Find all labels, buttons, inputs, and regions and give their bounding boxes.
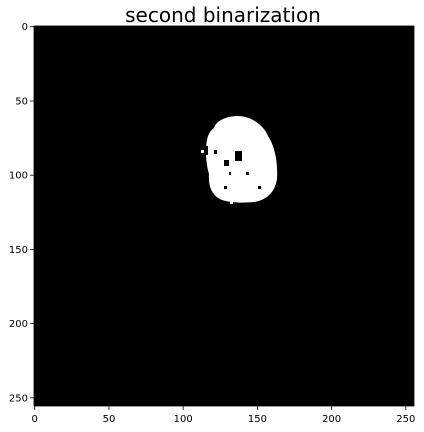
hole <box>214 150 217 154</box>
x-tick-label: 150 <box>248 414 267 425</box>
y-tick-label: 50 <box>15 96 28 107</box>
x-tick-label: 250 <box>396 414 415 425</box>
axes-frame <box>33 25 415 407</box>
hole <box>235 151 242 161</box>
binary-blob <box>201 116 278 204</box>
hole <box>224 186 227 189</box>
hole <box>203 146 208 155</box>
speck <box>201 150 204 153</box>
x-tick-label: 50 <box>103 414 116 425</box>
y-tick-label: 0 <box>22 22 28 33</box>
x-axis: 0 50 100 150 200 250 <box>32 406 415 425</box>
binary-image-background <box>34 26 414 406</box>
y-tick-label: 250 <box>9 393 28 404</box>
speck <box>240 118 243 121</box>
y-tick-label: 100 <box>9 171 28 182</box>
x-tick-label: 200 <box>322 414 341 425</box>
y-tick-label: 200 <box>9 319 28 330</box>
speck <box>230 201 233 204</box>
hole <box>224 160 229 166</box>
hole <box>229 172 231 175</box>
hole <box>246 172 249 175</box>
figure-title: second binarization <box>125 3 321 27</box>
x-tick-label: 100 <box>174 414 193 425</box>
x-tick-label: 0 <box>32 414 38 425</box>
y-tick-label: 150 <box>9 245 28 256</box>
hole <box>258 186 261 189</box>
y-axis: 0 50 100 150 200 250 <box>9 22 34 404</box>
image-axes: 0 50 100 150 200 250 0 50 100 150 200 250 <box>9 22 415 425</box>
